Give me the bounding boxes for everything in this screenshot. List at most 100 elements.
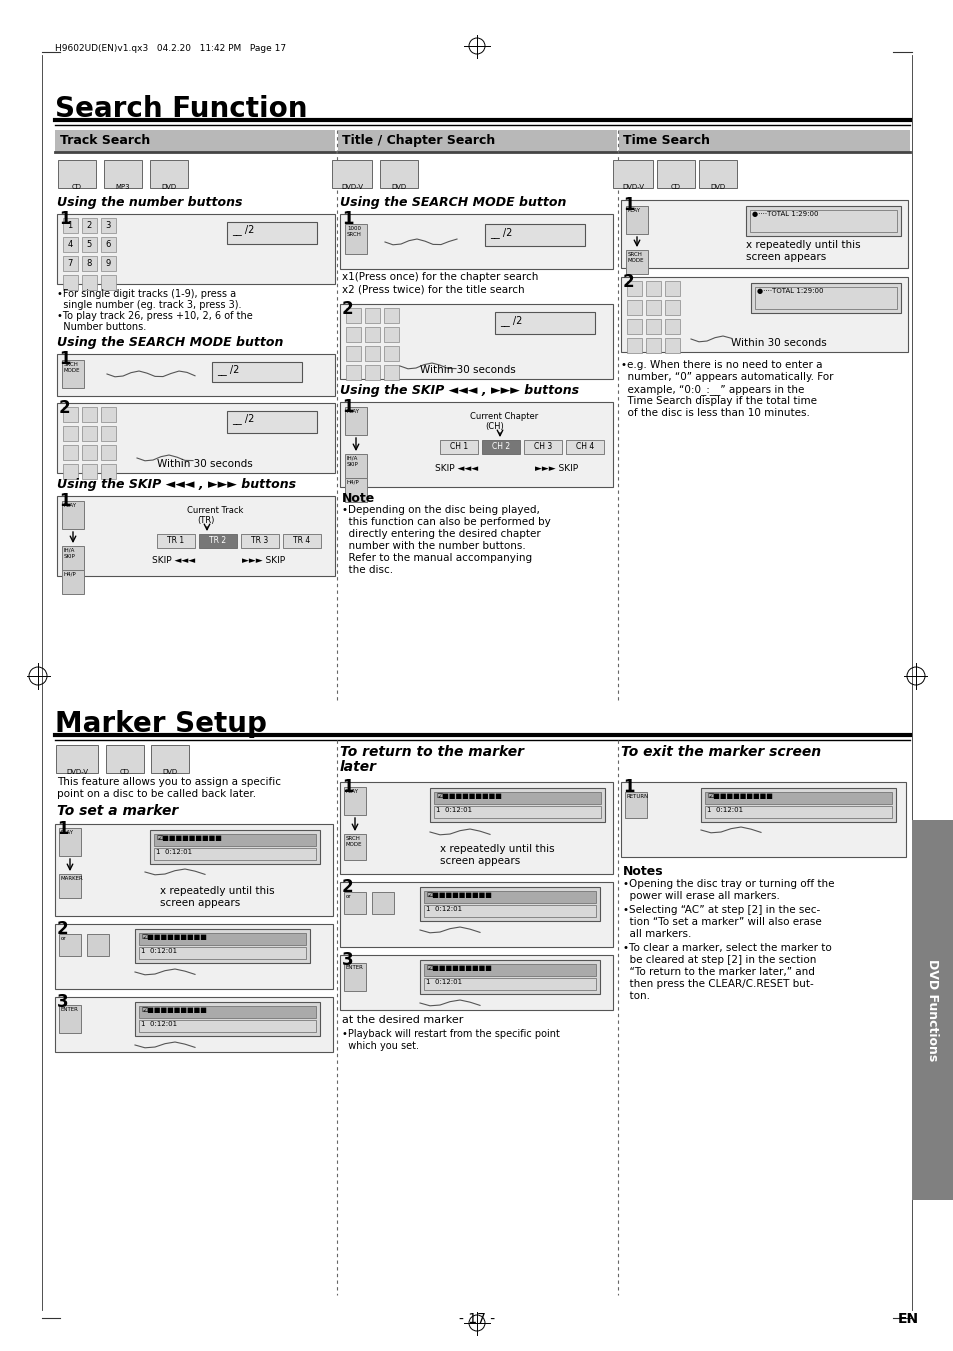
Text: ●····TOTAL 1:29:00: ●····TOTAL 1:29:00	[757, 288, 822, 295]
Bar	[419, 888, 599, 921]
Text: Notes: Notes	[622, 865, 663, 878]
Bar	[82, 255, 97, 272]
Bar	[101, 276, 116, 290]
Text: To return to the marker: To return to the marker	[339, 744, 523, 759]
Text: 9: 9	[105, 259, 111, 267]
Bar	[157, 534, 194, 549]
Bar	[645, 319, 660, 334]
Bar	[63, 276, 78, 290]
Bar	[372, 892, 394, 915]
Text: __ /2: __ /2	[232, 413, 254, 424]
Text: Refer to the manual accompanying: Refer to the manual accompanying	[341, 553, 532, 563]
Text: this function can also be performed by: this function can also be performed by	[341, 517, 550, 527]
Text: Marker Setup: Marker Setup	[55, 711, 267, 738]
Text: Using the number buttons: Using the number buttons	[57, 196, 242, 209]
Text: H9602UD(EN)v1.qx3   04.2.20   11:42 PM   Page 17: H9602UD(EN)v1.qx3 04.2.20 11:42 PM Page …	[55, 45, 286, 53]
Bar	[59, 874, 81, 898]
Text: SRCH
MODE: SRCH MODE	[64, 362, 80, 373]
Text: 1: 1	[68, 222, 72, 230]
Bar	[63, 255, 78, 272]
Text: 2: 2	[341, 300, 354, 317]
Text: ►►► SKIP: ►►► SKIP	[242, 557, 285, 565]
Text: at the desired marker: at the desired marker	[341, 1015, 463, 1025]
Bar	[344, 834, 366, 861]
Text: 1  0:12:01: 1 0:12:01	[156, 848, 192, 855]
Bar	[227, 222, 316, 245]
Text: PLAY: PLAY	[61, 830, 74, 835]
Bar	[59, 1005, 81, 1034]
Bar	[139, 947, 306, 959]
Text: 2: 2	[341, 878, 354, 896]
Text: 3: 3	[57, 993, 69, 1011]
Bar	[339, 955, 613, 1011]
Text: CD: CD	[71, 184, 82, 190]
Bar	[339, 304, 613, 380]
Text: MARKER: MARKER	[61, 875, 84, 881]
Text: ☑■■■■■■■■■: ☑■■■■■■■■■	[436, 793, 501, 798]
Bar	[63, 444, 78, 459]
Bar	[82, 444, 97, 459]
Text: SKIP ◄◄◄: SKIP ◄◄◄	[435, 463, 477, 473]
Bar	[700, 788, 895, 821]
Bar	[346, 346, 360, 361]
Bar	[419, 961, 599, 994]
Text: __ /2: __ /2	[499, 315, 522, 326]
Text: ☑■■■■■■■■■: ☑■■■■■■■■■	[706, 793, 772, 798]
Bar	[332, 159, 372, 188]
Bar	[704, 807, 891, 817]
Bar	[664, 319, 679, 334]
Bar	[151, 744, 189, 773]
Bar	[87, 934, 109, 957]
Bar	[82, 218, 97, 232]
Text: number, “0” appears automatically. For: number, “0” appears automatically. For	[620, 372, 833, 382]
Bar	[339, 782, 613, 874]
Text: H4/P: H4/P	[64, 571, 76, 577]
Bar	[153, 834, 315, 846]
Text: Time Search: Time Search	[622, 134, 709, 147]
Bar	[664, 338, 679, 353]
Text: SRCH
MODE: SRCH MODE	[627, 253, 644, 263]
Bar	[626, 300, 641, 315]
Text: DVD: DVD	[391, 184, 406, 190]
Text: ☑■■■■■■■■■: ☑■■■■■■■■■	[141, 1006, 207, 1013]
Text: screen appears: screen appears	[745, 253, 825, 262]
Text: CD: CD	[120, 769, 130, 775]
Bar	[344, 788, 366, 815]
Text: IH/A
SKIP: IH/A SKIP	[64, 549, 76, 559]
Bar	[82, 276, 97, 290]
Bar	[365, 365, 379, 380]
Bar	[423, 892, 596, 902]
Bar	[56, 744, 98, 773]
Bar	[624, 792, 646, 817]
Bar	[212, 362, 302, 382]
Text: •Playback will restart from the specific point: •Playback will restart from the specific…	[341, 1029, 559, 1039]
Bar	[704, 792, 891, 804]
Text: DVD: DVD	[710, 184, 725, 190]
Bar	[379, 159, 417, 188]
Bar	[63, 236, 78, 253]
Bar	[645, 281, 660, 296]
Bar	[57, 354, 335, 396]
Text: MP3: MP3	[115, 184, 131, 190]
Bar	[135, 929, 310, 963]
Text: DVD: DVD	[161, 184, 176, 190]
Text: Using the SKIP ◄◄◄ , ►►► buttons: Using the SKIP ◄◄◄ , ►►► buttons	[57, 478, 295, 490]
Text: 8: 8	[86, 259, 91, 267]
Bar	[139, 1020, 315, 1032]
Text: 3: 3	[105, 222, 111, 230]
Bar	[439, 440, 477, 454]
Text: PLAY: PLAY	[346, 789, 358, 794]
Text: x1(Press once) for the chapter search: x1(Press once) for the chapter search	[341, 272, 537, 282]
Bar	[565, 440, 603, 454]
Text: 4: 4	[68, 240, 72, 249]
Text: 2: 2	[57, 920, 69, 938]
Bar	[434, 807, 600, 817]
Bar	[101, 426, 116, 440]
Bar	[82, 407, 97, 422]
Bar	[664, 300, 679, 315]
Text: power will erase all markers.: power will erase all markers.	[622, 892, 779, 901]
Text: or: or	[346, 894, 352, 898]
Text: x2 (Press twice) for the title search: x2 (Press twice) for the title search	[341, 284, 524, 295]
Bar	[346, 365, 360, 380]
Bar	[365, 346, 379, 361]
